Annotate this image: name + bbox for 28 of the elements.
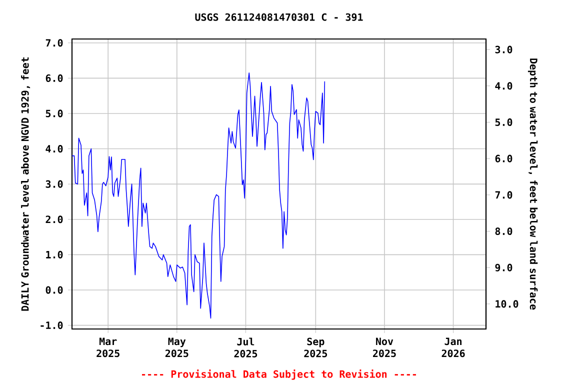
y2-tick-label: 7.0: [495, 191, 512, 199]
x-tick-label: Jul 2025: [234, 338, 258, 358]
y-tick-label: -1.0: [40, 321, 63, 329]
y2-tick-label: 9.0: [495, 264, 512, 272]
y-axis-title: DAILY Groundwater level above NGVD 1929, feet: [21, 57, 30, 311]
y2-tick-label: 8.0: [495, 227, 512, 235]
x-tick-label: Nov 2025: [372, 338, 396, 358]
x-tick-label: May 2025: [165, 338, 188, 358]
y-tick-label: 0.0: [46, 286, 63, 294]
y-tick-label: 3.0: [46, 180, 63, 188]
x-tick-label: Jan 2026: [442, 338, 465, 358]
y-tick-label: 4.0: [46, 144, 63, 152]
y-tick-label: 1.0: [46, 250, 63, 258]
y2-axis-title: Depth to water level, feet below land surface: [528, 58, 538, 310]
y2-tick-label: 5.0: [495, 118, 512, 126]
y-tick-label: 7.0: [46, 38, 63, 47]
y2-tick-label: 10.0: [496, 300, 518, 308]
y-tick-label: 2.0: [46, 216, 63, 224]
line-series: [72, 72, 326, 319]
chart-title: USGS 261124081470301 C - 391: [195, 13, 363, 21]
y2-tick-label: 3.0: [495, 46, 512, 54]
x-tick-label: Mar 2025: [96, 338, 120, 358]
y2-tick-label: 4.0: [495, 82, 512, 90]
y-tick-label: 5.0: [46, 110, 63, 118]
text: ---- Provisional Data Subject to Revision ----: [142, 369, 416, 380]
y-tick-label: 6.0: [46, 74, 63, 82]
y2-tick-label: 6.0: [495, 154, 512, 162]
x-tick-label: Sep 2025: [304, 338, 328, 358]
